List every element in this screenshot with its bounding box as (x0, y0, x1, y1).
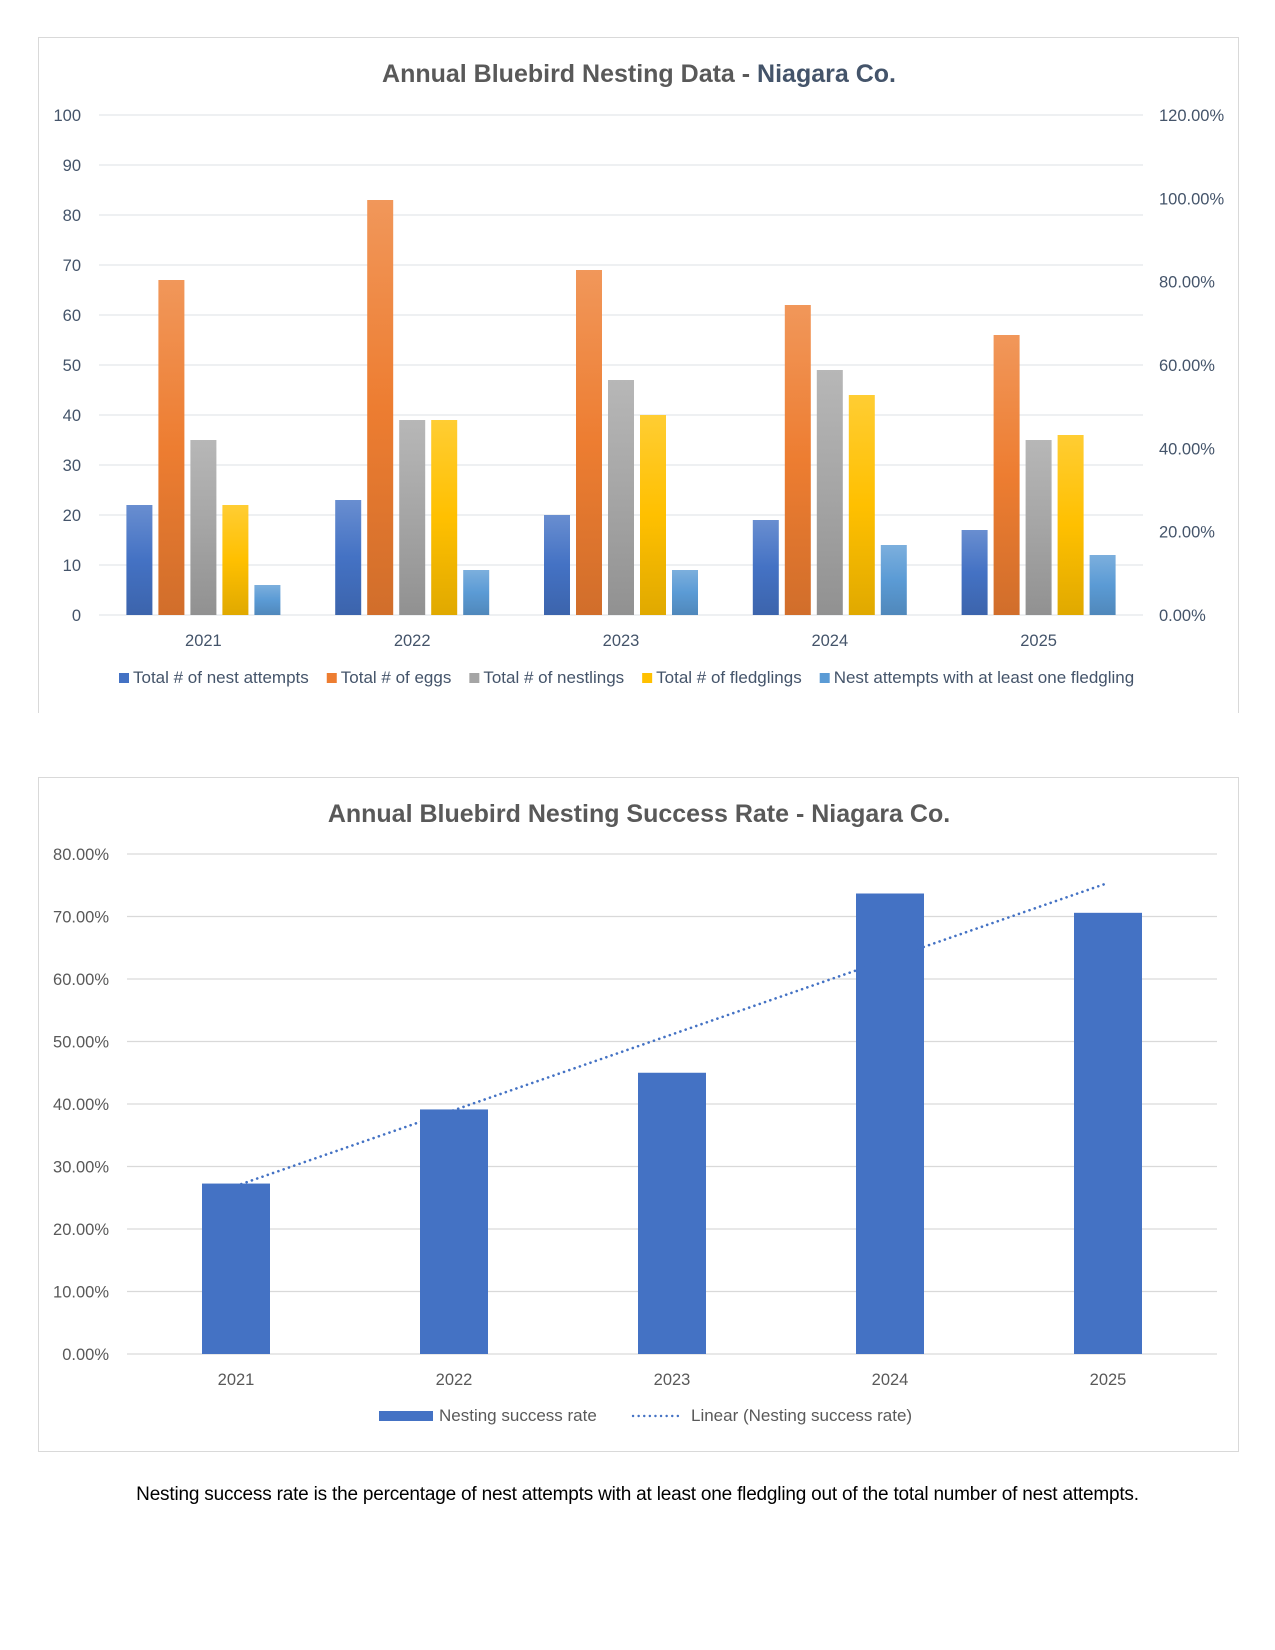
x-tick-label: 2021 (218, 1371, 255, 1389)
bar-nest-attempts-with-at-least-one-fledgling (463, 570, 490, 615)
y-tick-label: 20.00% (53, 1221, 109, 1239)
legend-swatch (819, 673, 830, 683)
bar-total-of-nest-attempts (752, 520, 779, 615)
y2-tick-label: 40.00% (1159, 440, 1215, 458)
legend-swatch (379, 1411, 433, 1421)
bar-nesting-success-rate (1074, 912, 1142, 1354)
y-tick-label: 80 (63, 207, 81, 225)
x-tick-label: 2025 (1020, 632, 1057, 650)
bar-nest-attempts-with-at-least-one-fledgling (1089, 555, 1116, 615)
y-tick-label: 60.00% (53, 971, 109, 989)
y-tick-label: 60 (63, 307, 81, 325)
legend-swatch (119, 673, 129, 683)
chart-title-part: Niagara Co. (757, 60, 896, 88)
y2-tick-label: 0.00% (1159, 607, 1206, 625)
chart-title-part: Annual Bluebird Nesting Data - (382, 60, 757, 88)
bar-total-of-fledglings (848, 395, 875, 615)
x-tick-label: 2021 (185, 632, 222, 650)
y-tick-label: 10.00% (53, 1284, 109, 1302)
y-tick-label: 80.00% (53, 846, 109, 864)
legend-label: Nesting success rate (439, 1406, 597, 1425)
y-tick-label: 0.00% (62, 1346, 109, 1364)
success-rate-chart-svg: Annual Bluebird Nesting Success Rate - N… (53, 800, 1217, 1425)
bar-nesting-success-rate (420, 1109, 488, 1354)
chart-title: Annual Bluebird Nesting Data - Niagara C… (382, 60, 896, 88)
bar-total-of-fledglings (431, 420, 458, 615)
bar-total-of-fledglings (640, 415, 666, 615)
bar-total-of-eggs (367, 200, 394, 615)
y-tick-label: 90 (63, 157, 81, 175)
bar-total-of-nestlings (1025, 440, 1052, 615)
bar-total-of-nest-attempts (126, 505, 153, 615)
y2-tick-label: 100.00% (1159, 190, 1224, 208)
bar-nest-attempts-with-at-least-one-fledgling (254, 585, 281, 615)
y2-tick-label: 80.00% (1159, 274, 1215, 292)
bar-total-of-nest-attempts (961, 530, 988, 615)
legend-label: Total # of eggs (341, 668, 452, 687)
bar-nesting-success-rate (638, 1072, 706, 1354)
bar-nest-attempts-with-at-least-one-fledgling (672, 570, 698, 615)
legend-swatch (469, 673, 480, 683)
y-tick-label: 0 (72, 607, 81, 625)
y-tick-label: 70.00% (53, 909, 109, 927)
x-tick-label: 2024 (811, 632, 848, 650)
y2-tick-label: 120.00% (1159, 107, 1224, 125)
bar-total-of-fledglings (1057, 435, 1084, 615)
x-tick-label: 2023 (654, 1371, 691, 1389)
nesting-data-chart: Annual Bluebird Nesting Data - Niagara C… (38, 37, 1239, 713)
bar-total-of-fledglings (222, 505, 249, 615)
legend-label: Total # of nest attempts (133, 668, 309, 687)
legend-label: Nest attempts with at least one fledglin… (834, 668, 1135, 687)
y-tick-label: 30.00% (53, 1159, 109, 1177)
y-tick-label: 20 (63, 507, 81, 525)
bar-total-of-eggs (576, 270, 602, 615)
bar-total-of-nestlings (816, 370, 843, 615)
footnote: Nesting success rate is the percentage o… (136, 1484, 1139, 1505)
legend-swatch (326, 673, 337, 683)
legend-label: Total # of nestlings (483, 668, 624, 687)
y-tick-label: 70 (63, 257, 81, 275)
bar-total-of-nest-attempts (544, 515, 570, 615)
y2-tick-label: 20.00% (1159, 524, 1215, 542)
x-tick-label: 2022 (436, 1371, 473, 1389)
chart-title: Annual Bluebird Nesting Success Rate - N… (328, 800, 950, 828)
bar-total-of-nestlings (608, 380, 634, 615)
nesting-data-chart-svg: Annual Bluebird Nesting Data - Niagara C… (53, 60, 1224, 687)
legend-swatch (642, 673, 653, 683)
x-tick-label: 2024 (872, 1371, 909, 1389)
bar-nesting-success-rate (856, 893, 924, 1354)
x-tick-label: 2025 (1090, 1371, 1127, 1389)
bar-total-of-nestlings (399, 420, 426, 615)
legend-label: Linear (Nesting success rate) (691, 1406, 912, 1425)
bar-total-of-eggs (158, 280, 185, 615)
y-tick-label: 50 (63, 357, 81, 375)
y2-tick-label: 60.00% (1159, 357, 1215, 375)
bar-total-of-eggs (993, 335, 1020, 615)
x-tick-label: 2023 (603, 632, 640, 650)
y-tick-label: 40.00% (53, 1096, 109, 1114)
bar-nesting-success-rate (202, 1183, 270, 1354)
x-tick-label: 2022 (394, 632, 431, 650)
y-tick-label: 50.00% (53, 1034, 109, 1052)
legend-label: Total # of fledglings (656, 668, 802, 687)
y-tick-label: 10 (63, 557, 81, 575)
bar-total-of-nestlings (190, 440, 217, 615)
success-rate-chart: Annual Bluebird Nesting Success Rate - N… (38, 777, 1239, 1452)
bar-nest-attempts-with-at-least-one-fledgling (880, 545, 907, 615)
y-tick-label: 30 (63, 457, 81, 475)
bar-total-of-eggs (784, 305, 811, 615)
y-tick-label: 40 (63, 407, 81, 425)
bar-total-of-nest-attempts (335, 500, 362, 615)
y-tick-label: 100 (53, 107, 81, 125)
